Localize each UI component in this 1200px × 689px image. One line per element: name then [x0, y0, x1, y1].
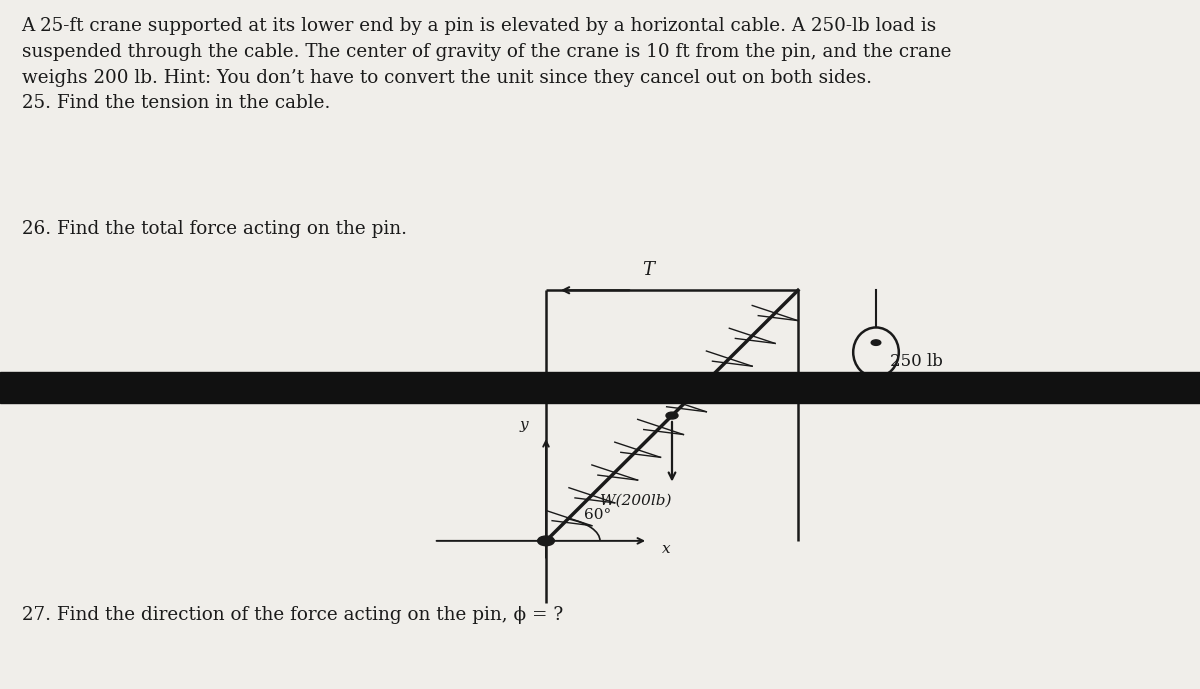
Text: T: T: [642, 261, 654, 279]
Circle shape: [871, 340, 881, 345]
Circle shape: [666, 412, 678, 419]
Text: 26. Find the total force acting on the pin.: 26. Find the total force acting on the p…: [22, 220, 407, 238]
Text: 250 lb: 250 lb: [890, 353, 943, 370]
Text: y: y: [520, 418, 528, 432]
Bar: [0, 372, 1200, 403]
Text: W(200lb): W(200lb): [600, 494, 672, 508]
Text: x: x: [662, 542, 671, 556]
Circle shape: [538, 536, 554, 546]
Text: 27. Find the direction of the force acting on the pin, ϕ = ?: 27. Find the direction of the force acti…: [22, 606, 563, 624]
Text: A 25-ft crane supported at its lower end by a pin is elevated by a horizontal ca: A 25-ft crane supported at its lower end…: [22, 17, 952, 112]
Text: 60°: 60°: [584, 508, 612, 522]
